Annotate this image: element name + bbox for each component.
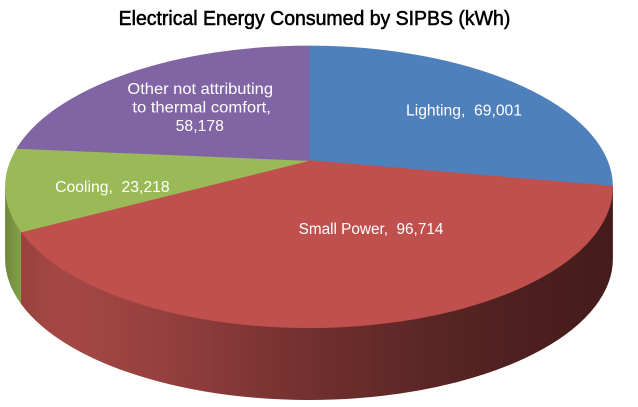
svg-text:58,178: 58,178: [176, 118, 224, 135]
svg-text:Small Power, 96,714: Small Power, 96,714: [299, 221, 444, 238]
svg-text:Electrical Energy Consumed by: Electrical Energy Consumed by SIPBS (kWh…: [119, 8, 511, 30]
svg-text:Other not attributing: Other not attributing: [127, 81, 273, 98]
svg-text:Cooling, 23,218: Cooling, 23,218: [55, 179, 169, 196]
svg-text:Lighting, 69,001: Lighting, 69,001: [406, 103, 522, 120]
svg-text:to thermal comfort,: to thermal comfort,: [132, 99, 271, 116]
